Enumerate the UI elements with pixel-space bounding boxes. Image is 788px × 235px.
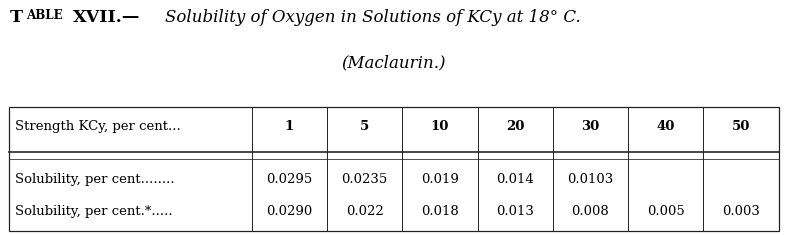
Text: Strength KCy, per cent...: Strength KCy, per cent... [15, 121, 180, 133]
Text: 0.018: 0.018 [421, 205, 459, 218]
Text: 0.0290: 0.0290 [266, 205, 313, 218]
Text: Solubility of Oxygen in Solutions of KCy at 18° C.: Solubility of Oxygen in Solutions of KCy… [165, 9, 582, 26]
Text: 0.005: 0.005 [647, 205, 685, 218]
Text: XVII.—: XVII.— [73, 9, 141, 26]
Text: 30: 30 [582, 121, 600, 133]
Text: ABLE: ABLE [26, 9, 63, 22]
Bar [9, 107, 779, 231]
Text: 20: 20 [506, 121, 524, 133]
Text: 5: 5 [360, 121, 370, 133]
Text: 0.003: 0.003 [722, 205, 760, 218]
Text: 0.013: 0.013 [496, 205, 534, 218]
Text: 0.008: 0.008 [571, 205, 609, 218]
Text: 50: 50 [732, 121, 750, 133]
Text: (Maclaurin.): (Maclaurin.) [342, 54, 446, 71]
Text: 0.0235: 0.0235 [341, 172, 388, 185]
Text: 0.0295: 0.0295 [266, 172, 313, 185]
Text: 0.0103: 0.0103 [567, 172, 614, 185]
Text: 40: 40 [656, 121, 675, 133]
Text: Solubility, per cent........: Solubility, per cent........ [15, 172, 175, 185]
Text: 10: 10 [431, 121, 449, 133]
Text: 1: 1 [284, 121, 294, 133]
Text: 0.022: 0.022 [346, 205, 384, 218]
Text: 0.014: 0.014 [496, 172, 534, 185]
Text: Solubility, per cent.*.....: Solubility, per cent.*..... [15, 205, 173, 218]
Text: T: T [9, 9, 22, 26]
Text: 0.019: 0.019 [421, 172, 459, 185]
